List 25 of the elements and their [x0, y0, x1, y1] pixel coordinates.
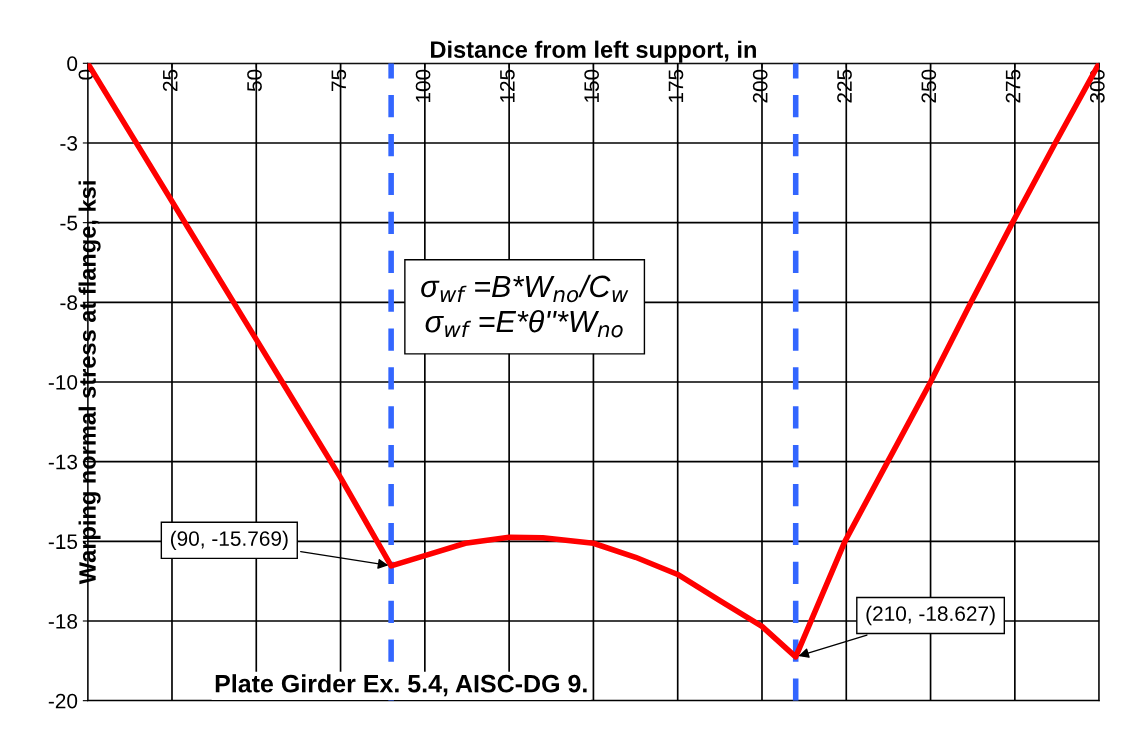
y-axis-title: Warping normal stress at flange, ksi — [78, 181, 101, 585]
y-tick-label: 0 — [67, 56, 78, 72]
y-tick-label: -13 — [48, 454, 78, 470]
x-tick-label: 25 — [162, 69, 178, 91]
x-tick-label: 150 — [584, 69, 600, 103]
text: σ$_{wf}$ =B*W$_{no}$/C$_{w}$ σ$_{wf}$ =E*θ''*W$_{no}$ — [421, 274, 629, 338]
annotation: Plate Girder Ex. 5.4, AISC-DG 9. — [215, 674, 587, 697]
x-tick-label: 125 — [499, 69, 515, 103]
y-tick-label: -10 — [48, 374, 78, 390]
x-tick-label: 50 — [247, 69, 262, 92]
x-tick-label: 175 — [668, 69, 684, 103]
y-tick-label: -15 — [48, 534, 78, 550]
y-tick-label: -8 — [60, 295, 78, 311]
annotation: (210, -18.627) — [866, 605, 995, 626]
x-tick-label: 75 — [331, 69, 347, 91]
x-axis-title: Distance from left support, in — [431, 40, 756, 63]
y-tick-label: -20 — [48, 693, 78, 709]
y-tick-label: -5 — [60, 215, 78, 231]
x-tick-label: 200 — [752, 69, 768, 103]
y-tick-label: -18 — [48, 614, 78, 629]
y-tick-label: -3 — [60, 135, 78, 151]
annotation: (90, -15.769) — [170, 530, 288, 551]
x-tick-label: 250 — [921, 69, 937, 103]
x-tick-label: 275 — [1005, 69, 1021, 103]
x-tick-label: 225 — [837, 69, 852, 103]
